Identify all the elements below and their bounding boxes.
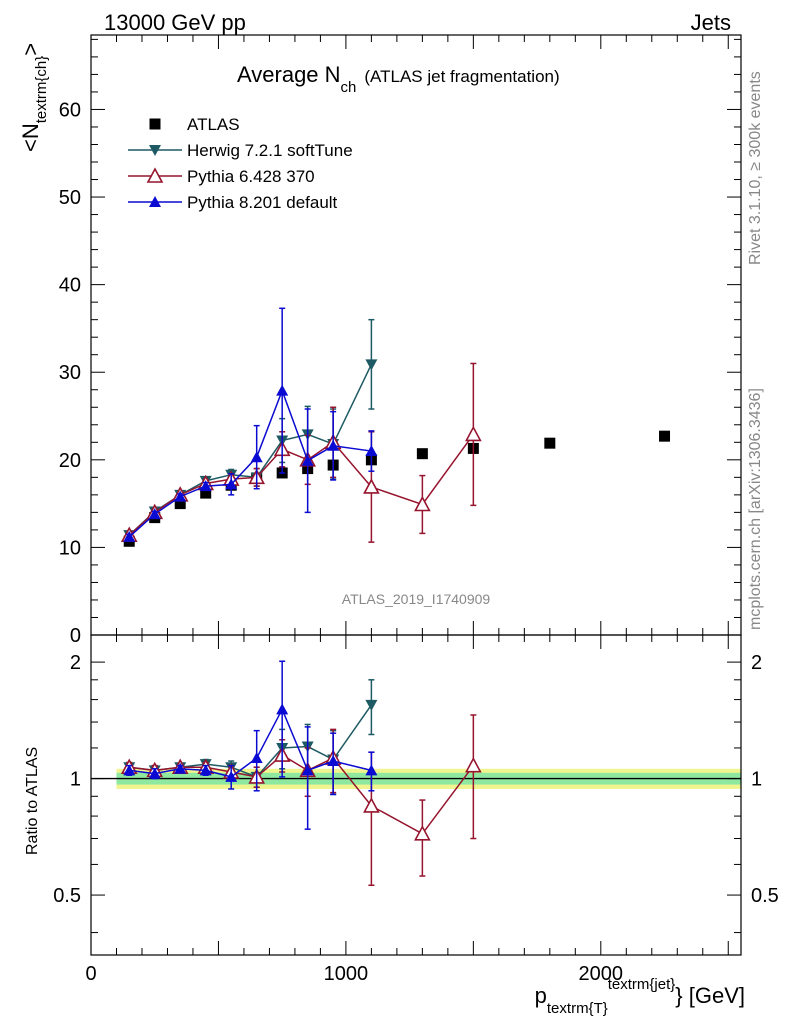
ratio-ylabel: Ratio to ATLAS <box>24 747 41 855</box>
y-tick-label: 0 <box>70 625 81 647</box>
data-point <box>276 384 289 396</box>
series-line <box>128 388 372 538</box>
series-line <box>129 707 372 778</box>
y-tick-label: 20 <box>59 450 81 472</box>
y-tick-label: 60 <box>59 99 81 121</box>
title-sub: ch <box>341 79 357 96</box>
y-tick-label: 0.5 <box>53 885 81 907</box>
data-point <box>123 764 136 776</box>
data-point <box>363 797 380 813</box>
y-tick-label-right: 1 <box>751 769 762 791</box>
y-tick-label-right: 2 <box>751 652 762 674</box>
ratio-frame <box>90 634 742 956</box>
data-point <box>250 451 263 463</box>
data-point <box>414 825 431 841</box>
data-point <box>174 490 187 502</box>
data-point <box>199 480 212 492</box>
data-point <box>363 478 380 494</box>
data-point <box>276 703 289 715</box>
ratio-series-pythia-6-428-370 <box>120 714 482 887</box>
xlabel-sub: textrm{T} <box>547 1000 608 1017</box>
data-point <box>225 478 238 490</box>
analysis-id: ATLAS_2019_I1740909 <box>342 591 491 607</box>
mcplots-label: mcplots.cern.ch [arXiv:1306.3436] <box>747 388 764 630</box>
y-tick-label: 2 <box>70 652 81 674</box>
xlabel-main: p <box>535 983 547 1008</box>
data-point <box>416 448 428 460</box>
x-tick-label: 2000 <box>579 963 624 985</box>
series-pythia-8-201-default <box>123 307 378 542</box>
data-point <box>327 439 340 451</box>
legend-marker <box>149 196 161 207</box>
data-point <box>365 445 378 457</box>
x-tick-label: 1000 <box>324 963 369 985</box>
data-point <box>465 756 482 773</box>
main-plot: 0 10 20 30 40 50 60 <box>59 35 741 647</box>
data-point <box>199 764 212 776</box>
data-point <box>174 498 186 510</box>
xlabel-sup: textrm{jet} <box>608 976 676 993</box>
legend-label: Pythia 8.201 default <box>187 193 338 212</box>
xlabel: ptextrm{T}textrm{jet}} [GeV] <box>535 976 745 1017</box>
ylabel-end: > <box>18 43 43 56</box>
data-point <box>301 764 314 776</box>
legend-entry-pythia-8-201-default: Pythia 8.201 default <box>128 193 338 212</box>
y-tick-label: 40 <box>59 275 81 297</box>
data-point <box>659 430 671 442</box>
data-point <box>327 755 340 767</box>
data-point <box>365 699 378 711</box>
y-tick-label: 10 <box>59 537 81 559</box>
title-rest: (ATLAS jet fragmentation) <box>364 67 559 86</box>
legend-label: ATLAS <box>187 115 240 134</box>
data-point <box>414 495 431 512</box>
legend-label: Pythia 6.428 370 <box>187 167 315 186</box>
data-point <box>200 487 212 499</box>
header-right: Jets <box>691 10 731 35</box>
chart-title: Average Nch (ATLAS jet fragmentation) <box>237 62 560 96</box>
title-main: Average N <box>237 62 341 87</box>
legend-entry-atlas: ATLAS <box>149 115 240 134</box>
ratio-series-pythia-8-201-default <box>123 660 378 830</box>
legend-label: Herwig 7.2.1 softTune <box>187 141 353 160</box>
xlabel-unit: } [GeV] <box>675 983 745 1008</box>
ratio-uncertainty-band <box>91 768 742 789</box>
main-ylabel: <Ntextrm{ch}> <box>18 43 50 152</box>
legend-entry-pythia-6-428-370: Pythia 6.428 370 <box>128 167 315 186</box>
data-point <box>123 530 136 542</box>
y-tick-label: 50 <box>59 187 81 209</box>
data-point <box>465 425 482 442</box>
ylabel-main: <N <box>18 123 43 152</box>
y-tick-label: 1 <box>70 769 81 791</box>
legend-marker <box>149 145 161 156</box>
y-tick-label-right: 0.5 <box>751 885 779 907</box>
series-line <box>129 704 373 778</box>
data-point <box>148 767 161 779</box>
legend-entry-herwig-7-2-1-softtune: Herwig 7.2.1 softTune <box>128 141 353 160</box>
ratio-plot: 0 1000 2000 0.5 0.5 1 1 2 2 <box>53 635 779 985</box>
rivet-label: Rivet 3.1.10, ≥ 300k events <box>747 71 764 265</box>
data-point <box>225 770 238 782</box>
legend: ATLAS Herwig 7.2.1 softTune Pythia 6.428 3… <box>128 115 353 212</box>
data-point <box>365 359 378 371</box>
data-point <box>148 508 161 520</box>
ylabel-sub: textrm{ch} <box>33 56 50 124</box>
data-point <box>301 454 314 466</box>
data-point <box>174 762 187 774</box>
data-point <box>250 752 263 764</box>
y-tick-label: 30 <box>59 362 81 384</box>
data-point <box>544 437 556 449</box>
legend-marker <box>146 167 164 183</box>
data-point <box>365 764 378 776</box>
x-tick-label: 0 <box>85 963 96 985</box>
legend-marker <box>149 118 161 130</box>
header-left: 13000 GeV pp <box>104 10 246 35</box>
